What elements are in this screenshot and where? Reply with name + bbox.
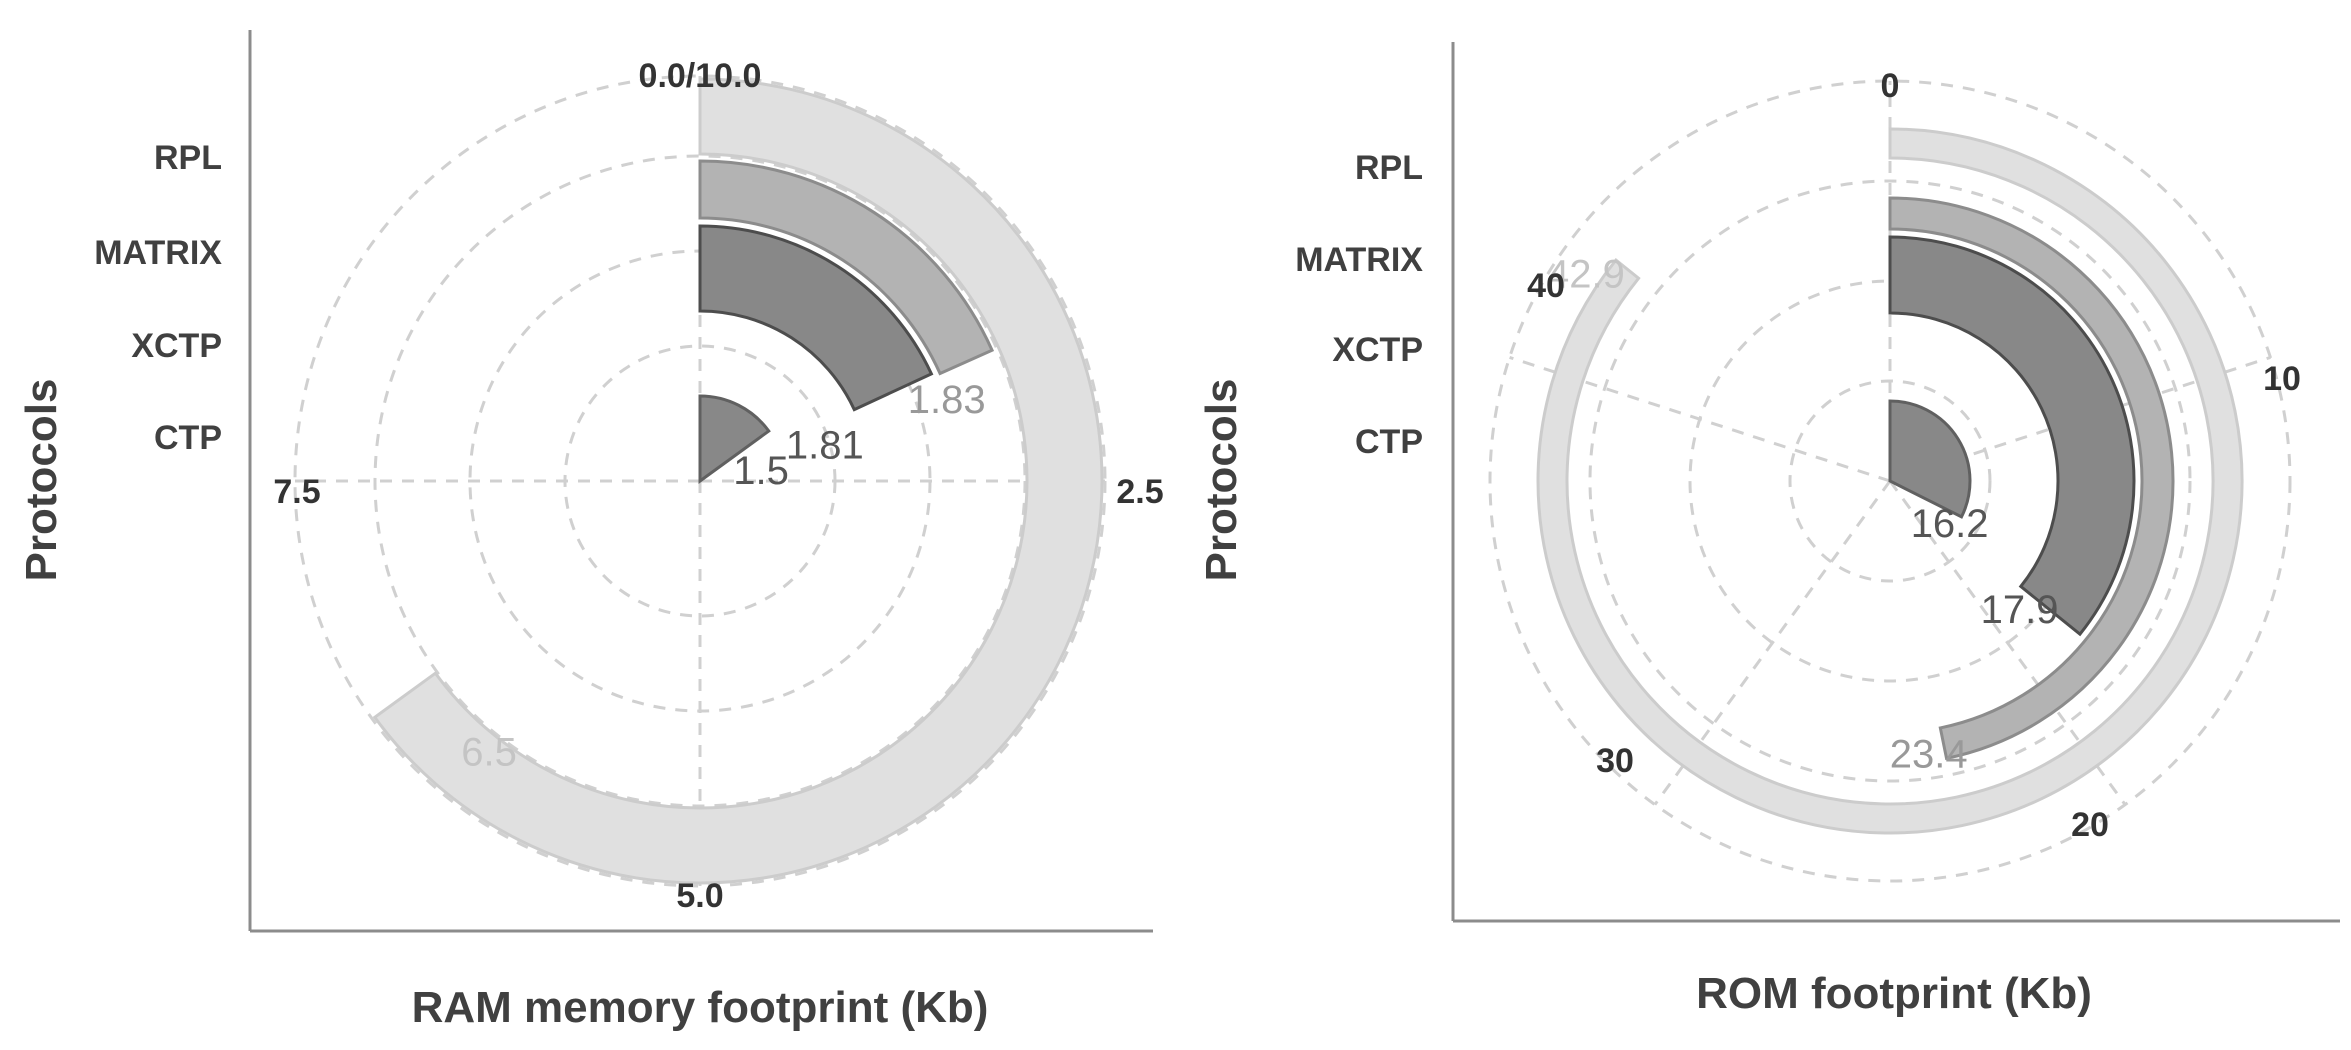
category-label-matrix: MATRIX [94,234,222,272]
grid-circle [373,154,1027,808]
value-label: 23.4 [1890,732,1968,776]
value-label: 1.81 [786,424,864,468]
radial-chart-1: 6.5 1.83 1.811.5 0.0/10.0 2.5 5.0 7.5 RPL MATRIX… [17,30,1164,1032]
bar-xctp [698,224,934,412]
category-label-matrix: MATRIX [1295,241,1423,279]
theta-tick-label: 20 [2071,806,2109,844]
bar-ctp [1888,399,1972,519]
bar-rpl [1536,127,2244,835]
theta-tick-label: 2.5 [1116,473,1163,511]
theta-tick-label: 0 [1881,67,1900,105]
value-label: 1.5 [733,449,789,493]
bar-ctp [698,394,771,484]
category-label-rpl: RPL [1355,149,1423,187]
theta-tick-label: 40 [1527,267,1565,305]
grid-circle [1488,79,2292,883]
radial-chart-2: 42.9 23.4 17.9 16.2 0 10 20 30 40 RPL MATRIX XCTP CT… [1197,42,2340,1018]
value-label: 6.5 [461,730,517,774]
bar-matrix [1888,196,2175,761]
bar-matrix [698,159,995,376]
theta-tick-label: 7.5 [273,473,320,511]
theta-tick-label: 30 [1596,742,1634,780]
value-labels: 6.5 1.83 1.811.5 [461,378,985,774]
category-label-rpl: RPL [154,139,222,177]
y-axis-title: Protocols [17,379,66,582]
bar-rpl [372,77,1104,885]
value-label: 1.83 [908,378,986,422]
value-label: 17.9 [1981,588,2059,632]
bars [372,77,1104,885]
theta-tick-label: 5.0 [676,877,723,915]
theta-tick-label: 0.0/10.0 [639,57,762,95]
value-label: 42.9 [1547,253,1625,297]
category-labels: RPL MATRIX XCTP CTP [1295,149,1423,461]
x-axis-title: RAM memory footprint (Kb) [412,983,989,1032]
theta-tick-labels: 0.0/10.0 2.5 5.0 7.5 [273,57,1163,915]
theta-tick-label: 10 [2263,360,2301,398]
value-labels: 42.9 23.4 17.9 16.2 [1547,253,2058,777]
category-label-ctp: CTP [154,419,222,457]
x-axis-title: ROM footprint (Kb) [1696,969,2092,1018]
category-labels: RPL MATRIX XCTP CTP [94,139,222,457]
bar-xctp [1888,235,2136,637]
category-label-ctp: CTP [1355,423,1423,461]
bars [1536,127,2244,835]
category-label-xctp: XCTP [1332,331,1423,369]
theta-tick-labels: 0 10 20 30 40 [1527,67,2301,844]
category-label-xctp: XCTP [131,327,222,365]
grid-circle [1588,179,2192,783]
y-axis-title: Protocols [1197,379,1246,582]
value-label: 16.2 [1911,502,1989,546]
